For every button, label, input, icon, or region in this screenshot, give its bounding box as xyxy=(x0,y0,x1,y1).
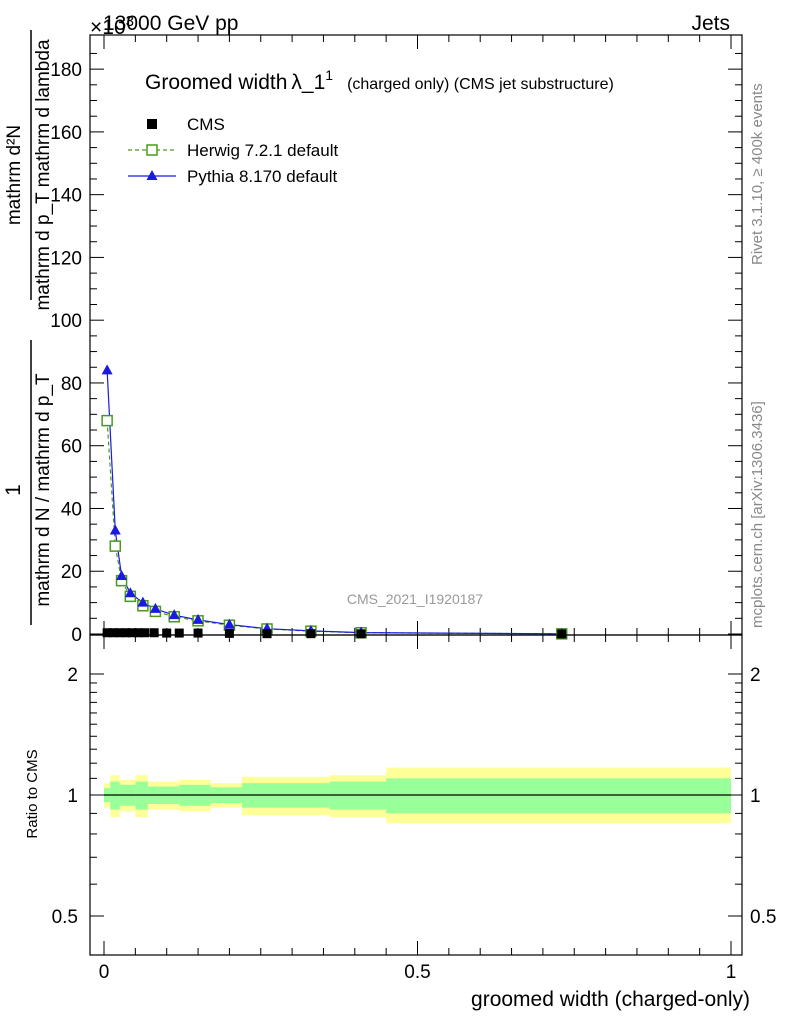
pythia-point xyxy=(116,569,128,580)
ratio-xtick-label: 0 xyxy=(99,962,110,983)
ylabel-one: 1 xyxy=(2,484,25,496)
main-ytick-label: 20 xyxy=(61,562,82,583)
main-ytick-label: 40 xyxy=(61,499,82,520)
title-main: Groomed width xyxy=(145,71,287,94)
exponent-label: ×103 xyxy=(90,13,134,39)
exponent-base: ×10 xyxy=(90,16,126,39)
watermark: CMS_2021_I1920187 xyxy=(347,591,483,607)
main-ytick-label: 100 xyxy=(50,311,82,332)
pythia-point xyxy=(223,618,235,629)
legend-pythia-label: Pythia 8.170 default xyxy=(187,167,338,186)
main-ylabel: 1 mathrm d²N mathrm d N / mathrm d p_T m… xyxy=(2,30,54,625)
ylabel-denominator: mathrm d N / mathrm d p_T xyxy=(33,373,54,607)
pythia-point xyxy=(137,596,149,607)
cms-point xyxy=(108,628,118,638)
cms-point xyxy=(356,629,366,639)
pythia-point xyxy=(101,364,113,375)
main-ytick-label: 80 xyxy=(61,374,82,395)
cms-point xyxy=(162,628,172,638)
main-ytick-label: 60 xyxy=(61,437,82,458)
legend-herwig-marker xyxy=(146,144,158,156)
main-ytick-label: 120 xyxy=(50,248,82,269)
ylabel-frac-den: mathrm d p_T mathrm d lambda xyxy=(33,39,54,310)
legend-herwig-label: Herwig 7.2.1 default xyxy=(187,141,338,160)
main-ytick-label: 160 xyxy=(50,123,82,144)
ratio-ytick-label-right: 1 xyxy=(750,786,761,807)
ratio-inner-band xyxy=(386,778,731,814)
cms-point xyxy=(174,628,184,638)
cms-point xyxy=(102,628,112,638)
herwig-point xyxy=(101,414,113,427)
pythia-line xyxy=(106,370,562,635)
pythia-point xyxy=(124,587,136,598)
cms-point xyxy=(127,628,137,638)
cms-point xyxy=(133,628,143,638)
pythia-point xyxy=(109,524,121,535)
ratio-ytick-label: 2 xyxy=(67,665,78,686)
ratio-ytick-label-right: 0.5 xyxy=(750,907,776,928)
herwig-line xyxy=(106,420,562,635)
main-ytick-label: 0 xyxy=(71,625,82,646)
main-ytick-label: 180 xyxy=(50,60,82,81)
legend: CMS Herwig 7.2.1 default Pythia 8.170 defa… xyxy=(128,115,338,186)
plot-title: Groomed width λ_11 (charged only) (CMS jet… xyxy=(145,67,614,94)
legend-cms-marker xyxy=(147,119,157,129)
cms-point xyxy=(149,628,159,638)
cms-point xyxy=(115,628,125,638)
ratio-xtick-label: 1 xyxy=(726,962,737,983)
legend-pythia-marker xyxy=(146,170,158,180)
process-label: Jets xyxy=(691,12,730,35)
mcplots-label: mcplots.cern.ch [arXiv:1306.3436] xyxy=(749,401,766,628)
herwig-point xyxy=(109,540,122,552)
ratio-ylabel: Ratio to CMS xyxy=(24,749,41,838)
xlabel: groomed width (charged-only) xyxy=(471,988,750,1011)
cms-point xyxy=(262,629,272,639)
ratio-xtick-label: 0.5 xyxy=(404,962,430,983)
ratio-plot: 0 0.5 1 0.5 0.5 1 1 2 2 xyxy=(52,634,776,983)
exponent-power: 3 xyxy=(126,13,134,30)
main-ytick-label: 140 xyxy=(50,186,82,207)
ratio-ytick-label: 1 xyxy=(67,786,78,807)
title-lambda: λ_1 xyxy=(291,71,325,94)
cms-point xyxy=(224,628,234,638)
cms-point xyxy=(557,629,567,639)
ratio-ytick-label-right: 2 xyxy=(750,665,761,686)
pythia-point xyxy=(192,613,204,624)
ratio-ytick-label: 0.5 xyxy=(52,907,78,928)
cms-point xyxy=(193,628,203,638)
cms-point xyxy=(121,628,131,638)
energy-label: 13000 GeV pp xyxy=(103,12,238,35)
pythia-point xyxy=(149,602,161,613)
pythia-point xyxy=(168,609,180,620)
cms-point xyxy=(306,629,316,639)
rivet-label: Rivet 3.1.10, ≥ 400k events xyxy=(749,83,766,265)
title-rest: (charged only) (CMS jet substructure) xyxy=(347,76,614,93)
legend-cms-label: CMS xyxy=(187,115,225,134)
title-sup: 1 xyxy=(325,67,333,83)
cms-point xyxy=(140,628,150,638)
ylabel-frac-num: mathrm d²N xyxy=(4,125,25,225)
